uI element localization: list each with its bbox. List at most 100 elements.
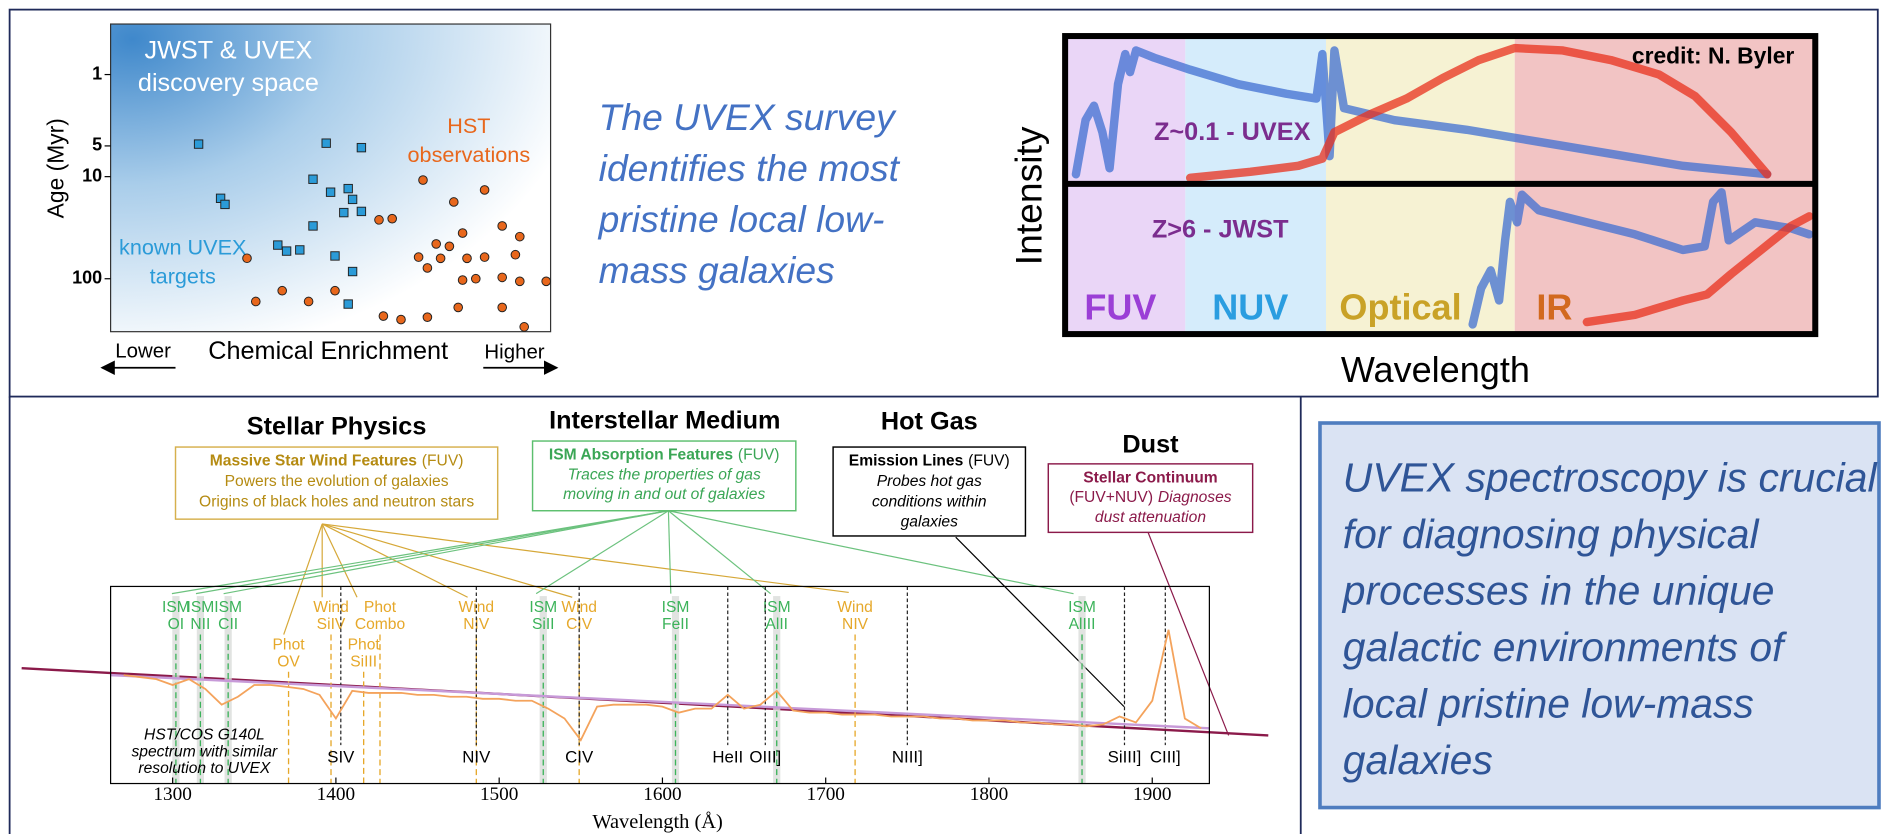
point (326, 188, 334, 196)
point (449, 198, 458, 207)
group-heading: Stellar Physics (247, 412, 427, 440)
point (304, 297, 313, 306)
point (397, 315, 406, 324)
annotation: discovery space (138, 69, 319, 97)
figure: 1510100Age (Myr)Chemical EnrichmentLower… (0, 0, 1885, 834)
group-text-part: Stellar Continuum (1083, 469, 1217, 486)
group-text-part: Emission Lines (849, 453, 964, 470)
group-text-part: (FUV) (968, 453, 1010, 470)
point (498, 303, 507, 312)
connector (172, 511, 668, 594)
point (379, 312, 388, 321)
point (542, 277, 551, 286)
feature-label: ISM (187, 599, 215, 616)
point (432, 240, 441, 249)
group-text: Massive Star Wind Features(FUV) (210, 453, 464, 470)
point (458, 229, 467, 238)
feature-label: OI (168, 616, 184, 633)
feature-label: Wind (313, 599, 349, 616)
connector (668, 511, 670, 594)
point (194, 140, 202, 148)
feature-label: Phot (272, 636, 305, 653)
group-text-part: (FUV) (738, 447, 780, 464)
group-text-part: Probes hot gas (877, 473, 982, 490)
point (423, 313, 432, 322)
x-tick-label: 1500 (480, 784, 518, 805)
point (296, 246, 304, 254)
group-text-part: conditions within (872, 493, 987, 510)
x-axis-label: Wavelength (1341, 349, 1530, 390)
group-text-part: dust attenuation (1095, 509, 1206, 526)
spectrum-label: Z>6 - JWST (1152, 215, 1289, 243)
feature-label: ISM (662, 599, 690, 616)
x-tick-label: 1600 (643, 784, 681, 805)
emission-label: CIV (565, 748, 594, 767)
feature-label: Combo (355, 616, 406, 633)
group-text-part: ISM Absorption Features (549, 447, 734, 464)
band-label: IR (1536, 287, 1572, 328)
point (357, 207, 365, 215)
feature-label: Phot (348, 636, 381, 653)
feature-label: NII (190, 616, 210, 633)
x-tick-label: 1300 (153, 784, 191, 805)
point (274, 241, 282, 249)
feature-label: SiII (532, 616, 555, 633)
point (436, 254, 445, 263)
feature-label: ISM (214, 599, 242, 616)
feature-label: ISM (1068, 599, 1096, 616)
point (388, 214, 397, 223)
group-text: Origins of black holes and neutron stars (199, 493, 474, 510)
note: resolution to UVEX (138, 760, 270, 777)
point (445, 242, 454, 251)
point (498, 222, 507, 231)
point (419, 176, 428, 185)
conclusion-text: processes in the unique (1341, 567, 1775, 613)
survey-text: mass galaxies (599, 249, 835, 291)
emission-label: OIII] (749, 748, 781, 767)
group-text: ISM Absorption Features(FUV) (549, 447, 780, 464)
series-label: observations (408, 142, 531, 167)
annotation: JWST & UVEX (144, 36, 312, 64)
feature-label: ISM (529, 599, 557, 616)
feature-label: SiIV (317, 616, 346, 633)
group-text-part: Traces the properties of gas (568, 466, 761, 483)
x-axis-label: Wavelength (Å) (592, 811, 723, 833)
emission-label: NIV (462, 748, 491, 767)
y-tick-label: 10 (82, 165, 102, 185)
feature-label: Phot (364, 599, 397, 616)
group-text: dust attenuation (1095, 509, 1206, 526)
feature-label: Wind (837, 599, 873, 616)
feature-label: FeII (662, 616, 689, 633)
emission-label: SIV (327, 748, 355, 767)
point (309, 175, 317, 183)
group-text-part: moving in and out of galaxies (563, 486, 765, 503)
conclusion-text: UVEX spectroscopy is crucial (1343, 454, 1878, 500)
feature-label: AlIII (1069, 616, 1096, 633)
band-label: NUV (1212, 287, 1288, 328)
group-heading: Dust (1122, 431, 1179, 459)
point (480, 186, 489, 195)
group-text: Powers the evolution of galaxies (225, 473, 449, 490)
conclusion-text: for diagnosing physical (1343, 511, 1760, 557)
group-text: Probes hot gas (877, 473, 982, 490)
feature-label: ISM (763, 599, 791, 616)
page: {"chart_data": [ {"type": "scatter", "yl… (0, 0, 1885, 834)
point (375, 216, 384, 225)
point (344, 300, 352, 308)
series-label: known UVEX (119, 234, 246, 259)
group-text-part: (FUV) (422, 453, 464, 470)
x-tick-label: 1700 (806, 784, 844, 805)
band-label: FUV (1084, 287, 1156, 328)
feature-label: SiIII (350, 653, 377, 670)
y-tick-label: 5 (92, 135, 102, 155)
point (340, 208, 348, 216)
group-text: Stellar Continuum (1083, 469, 1217, 486)
band-label: Optical (1339, 287, 1461, 328)
point (348, 195, 356, 203)
emission-label: CIII] (1150, 748, 1181, 767)
conclusion-text: local pristine low-mass (1343, 680, 1754, 726)
point (322, 139, 330, 147)
group-text-part: galaxies (901, 514, 958, 531)
emission-label: NIII] (892, 748, 923, 767)
x-tick-label: 1800 (970, 784, 1008, 805)
